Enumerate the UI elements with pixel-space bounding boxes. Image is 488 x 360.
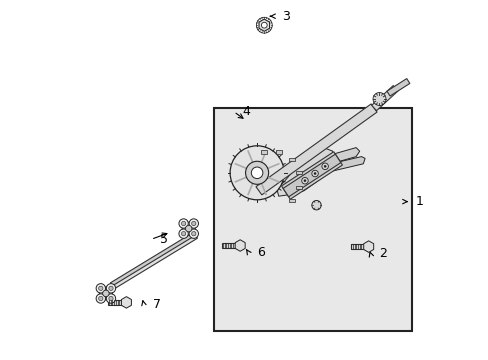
- Circle shape: [179, 229, 188, 238]
- Circle shape: [109, 296, 113, 301]
- Circle shape: [301, 177, 307, 184]
- Polygon shape: [276, 148, 334, 196]
- Circle shape: [251, 167, 263, 179]
- Circle shape: [99, 287, 112, 300]
- Polygon shape: [330, 157, 365, 171]
- Text: 3: 3: [282, 10, 289, 23]
- Text: 4: 4: [242, 105, 250, 118]
- Circle shape: [181, 231, 185, 236]
- Bar: [288, 199, 294, 202]
- Polygon shape: [371, 86, 397, 111]
- Bar: [296, 171, 302, 174]
- Circle shape: [106, 294, 116, 303]
- Circle shape: [189, 219, 198, 228]
- Polygon shape: [350, 244, 368, 249]
- Circle shape: [106, 284, 116, 293]
- Circle shape: [179, 219, 188, 228]
- Circle shape: [230, 146, 284, 200]
- Circle shape: [99, 286, 103, 291]
- Circle shape: [102, 290, 109, 297]
- Polygon shape: [259, 19, 269, 31]
- Circle shape: [185, 225, 192, 232]
- Polygon shape: [386, 78, 409, 96]
- Bar: [276, 150, 281, 154]
- Circle shape: [182, 222, 195, 235]
- Circle shape: [96, 284, 105, 293]
- Circle shape: [191, 221, 196, 226]
- Circle shape: [311, 170, 318, 177]
- Polygon shape: [281, 152, 342, 199]
- Text: 1: 1: [415, 195, 423, 208]
- Circle shape: [245, 161, 268, 184]
- Circle shape: [372, 93, 385, 105]
- Circle shape: [261, 22, 266, 28]
- Circle shape: [324, 165, 325, 167]
- Polygon shape: [235, 240, 244, 251]
- Bar: [213, 108, 411, 331]
- Bar: [288, 158, 294, 161]
- Polygon shape: [330, 148, 359, 164]
- Text: 2: 2: [379, 247, 386, 260]
- Circle shape: [321, 163, 328, 170]
- Bar: [296, 186, 302, 189]
- Polygon shape: [283, 154, 340, 197]
- Circle shape: [189, 229, 198, 238]
- Circle shape: [191, 231, 196, 236]
- Polygon shape: [363, 241, 373, 252]
- Circle shape: [96, 294, 105, 303]
- Polygon shape: [111, 233, 197, 289]
- Bar: [261, 150, 266, 154]
- Polygon shape: [121, 297, 131, 308]
- Text: 5: 5: [160, 233, 167, 246]
- Circle shape: [313, 172, 316, 175]
- Polygon shape: [222, 243, 240, 248]
- Circle shape: [99, 296, 103, 301]
- Circle shape: [311, 201, 321, 210]
- Text: 7: 7: [152, 298, 161, 311]
- Polygon shape: [108, 300, 126, 305]
- Text: 6: 6: [257, 246, 264, 258]
- Circle shape: [303, 180, 305, 182]
- Polygon shape: [255, 104, 376, 195]
- Polygon shape: [110, 233, 195, 286]
- Circle shape: [181, 221, 185, 226]
- Circle shape: [109, 286, 113, 291]
